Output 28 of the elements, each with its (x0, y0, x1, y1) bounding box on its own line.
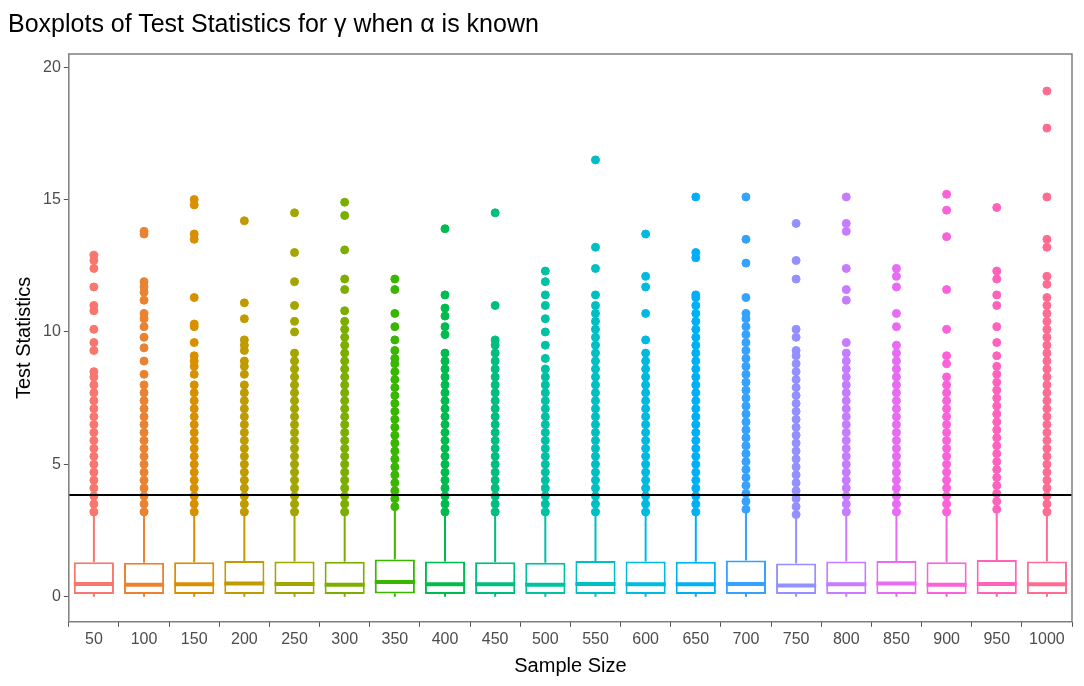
x-tick-label: 750 (782, 629, 810, 647)
x-axis-title: Sample Size (514, 653, 627, 676)
x-tick-label: 800 (832, 629, 860, 647)
x-tick-label: 250 (281, 629, 308, 647)
x-tick-label: 550 (582, 629, 609, 647)
x-tick-label: 50 (84, 629, 103, 647)
y-tick-label: 5 (51, 454, 61, 472)
x-tick-label: 300 (331, 629, 359, 647)
x-tick-label: 450 (481, 629, 509, 647)
x-tick-label: 600 (632, 629, 660, 647)
x-tick-label: 350 (381, 629, 409, 647)
y-tick-label: 10 (43, 322, 61, 340)
x-tick-label: 850 (883, 629, 910, 647)
x-tick-label: 900 (933, 629, 961, 647)
x-tick-label: 500 (531, 629, 559, 647)
x-tick-label: 700 (732, 629, 760, 647)
x-tick-label: 650 (682, 629, 710, 647)
y-axis-title: Test Statistics (11, 276, 34, 400)
y-tick-label: 15 (43, 190, 61, 207)
x-tick-label: 950 (983, 629, 1011, 647)
x-tick-label: 200 (231, 629, 258, 647)
x-tick-label: 400 (431, 629, 459, 647)
y-tick-label: 20 (43, 57, 61, 75)
x-tick-label: 1000 (1029, 629, 1065, 647)
x-tick-label: 100 (130, 629, 158, 647)
y-tick-label: 0 (51, 587, 61, 605)
x-tick-label: 150 (180, 629, 208, 647)
chart-title: Boxplots of Test Statistics for γ when α is known (8, 8, 539, 37)
